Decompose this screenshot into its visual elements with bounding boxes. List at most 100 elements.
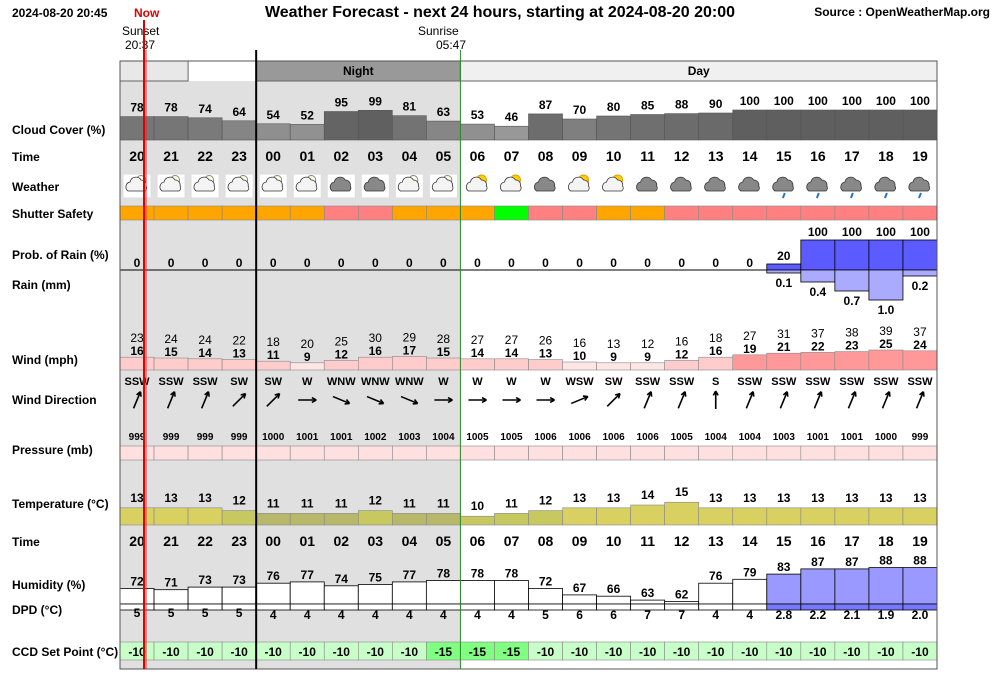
- dpd-value: 5: [542, 608, 549, 622]
- rain-prob-bar: [902, 239, 938, 271]
- humidity-bar: [425, 580, 461, 605]
- wind-gust-value: 22: [232, 334, 246, 348]
- pressure-value: 1001: [841, 432, 864, 443]
- time-label-top: 08: [538, 148, 554, 164]
- shutter-cell: [698, 205, 734, 221]
- rain-cloud-icon: [772, 176, 794, 192]
- rain-cloud-icon: [806, 176, 828, 192]
- humidity-bar: [868, 567, 904, 605]
- rain-prob-value: 0: [270, 256, 277, 270]
- rain-prob-value: 0: [746, 256, 753, 270]
- rain-prob-value: 0: [304, 256, 311, 270]
- shutter-cell: [800, 205, 836, 221]
- humidity-value: 76: [267, 569, 281, 583]
- humidity-bar: [596, 595, 632, 605]
- pressure-value: 1001: [330, 432, 353, 443]
- pressure-value: 1004: [432, 432, 455, 443]
- ccd-value: -10: [230, 645, 248, 659]
- temperature-bar: [732, 507, 768, 526]
- rain-mm-bar: [800, 269, 836, 283]
- temperature-value: 14: [641, 488, 655, 502]
- humidity-bar: [630, 599, 666, 605]
- ccd-value: -10: [911, 645, 929, 659]
- wind-arrow-icon: [779, 391, 789, 409]
- temperature-bar: [187, 507, 223, 526]
- time-label-bottom: 18: [878, 533, 894, 549]
- wind-speed-value: 15: [164, 345, 178, 359]
- wind-gust-value: 13: [607, 337, 621, 351]
- rain-cloud-icon: [908, 176, 930, 192]
- temperature-bar: [800, 507, 836, 526]
- temperature-value: 13: [913, 491, 927, 505]
- wind-bar: [187, 358, 223, 371]
- wind-gust-value: 24: [198, 333, 212, 347]
- wind-direction-label: SSW: [907, 376, 933, 388]
- dpd-value: 4: [474, 608, 481, 622]
- partly-cloudy-night-icon: [227, 176, 250, 192]
- time-label-bottom: 23: [231, 533, 247, 549]
- rain-prob-value: 0: [508, 256, 515, 270]
- humidity-bar: [902, 567, 938, 605]
- rain-drop-icon: [815, 192, 820, 199]
- humidity-bar: [323, 585, 359, 605]
- ccd-value: -10: [571, 645, 589, 659]
- temperature-bar: [596, 507, 631, 526]
- pressure-value: 1006: [568, 432, 591, 443]
- wind-bar: [528, 359, 563, 371]
- pressure-value: 1006: [637, 432, 660, 443]
- wind-speed-value: 17: [403, 343, 417, 357]
- time-label-bottom: 16: [810, 533, 826, 549]
- rain-prob-value: 100: [808, 225, 828, 239]
- wind-speed-value: 13: [539, 347, 553, 361]
- cloud-bar: [460, 123, 495, 141]
- time-label-bottom: 09: [572, 533, 588, 549]
- rain-mm-value: 0.4: [810, 285, 827, 299]
- source-label: Source : OpenWeatherMap.org: [814, 5, 990, 19]
- dpd-value: 2.8: [775, 608, 792, 622]
- wind-gust-value: 20: [301, 337, 315, 351]
- rain-prob-value: 100: [910, 225, 930, 239]
- wind-arrow-icon: [266, 392, 281, 407]
- humidity-bar: [119, 588, 155, 605]
- pressure-cell: [255, 445, 291, 461]
- cloud-bar: [494, 125, 529, 141]
- wind-gust-value: 27: [505, 333, 519, 347]
- pressure-cell: [289, 445, 325, 461]
- rain-prob-bar: [868, 239, 904, 271]
- pressure-cell: [528, 445, 563, 461]
- shutter-cell: [494, 205, 529, 221]
- shutter-cell: [528, 205, 563, 221]
- humidity-bar: [698, 582, 734, 605]
- pressure-cell: [664, 445, 700, 461]
- time-label-top: 18: [878, 148, 894, 164]
- humidity-value: 78: [505, 567, 519, 581]
- temperature-value: 11: [267, 496, 280, 510]
- time-label-top: 11: [640, 148, 655, 164]
- wind-direction-label: SSW: [635, 376, 661, 388]
- cloud-bar: [392, 115, 427, 141]
- rain-prob-value: 0: [576, 256, 583, 270]
- temperature-value: 13: [130, 491, 144, 505]
- ccd-value: -10: [299, 645, 317, 659]
- sunrise-label: Sunrise: [418, 24, 459, 38]
- pressure-value: 1006: [534, 432, 557, 443]
- dpd-value: 4: [304, 608, 311, 622]
- wind-arrow-icon: [677, 391, 687, 409]
- wind-bar: [902, 350, 938, 371]
- pressure-cell: [494, 445, 529, 461]
- time-label-bottom: 00: [265, 533, 281, 549]
- shutter-cell: [664, 205, 700, 221]
- wind-arrow-icon: [366, 395, 385, 405]
- day-label: Day: [688, 64, 710, 78]
- pressure-cell: [834, 445, 870, 461]
- pressure-value: 999: [129, 432, 146, 443]
- pressure-value: 1005: [671, 432, 694, 443]
- wind-gust-value: 12: [641, 337, 655, 351]
- cloud-bar: [562, 118, 597, 141]
- wind-bar: [868, 349, 904, 371]
- temperature-value: 13: [845, 491, 859, 505]
- wind-direction-label: SSW: [669, 376, 695, 388]
- pressure-value: 1001: [296, 432, 319, 443]
- pressure-cell: [460, 445, 495, 461]
- shutter-cell: [868, 205, 904, 221]
